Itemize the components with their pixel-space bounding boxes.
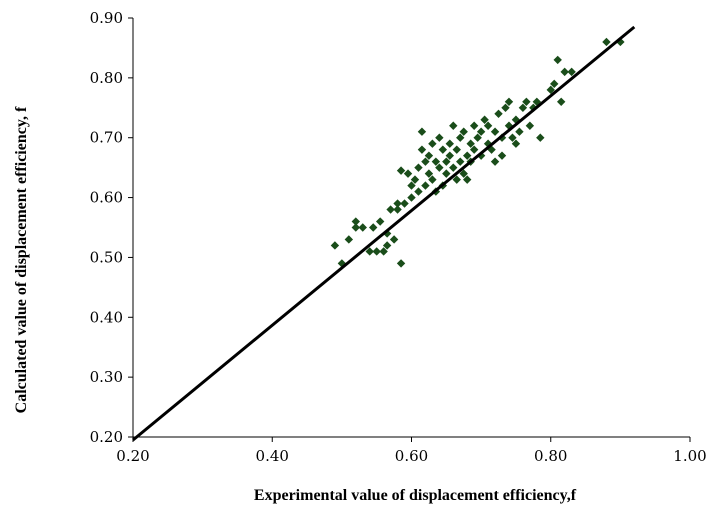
- data-point: [463, 175, 472, 184]
- data-point: [536, 133, 545, 142]
- data-point: [476, 127, 486, 136]
- data-point: [428, 175, 437, 184]
- data-point: [522, 97, 531, 106]
- data-point: [407, 181, 416, 190]
- data-point: [546, 85, 555, 95]
- data-point: [369, 223, 378, 232]
- data-point: [382, 241, 392, 250]
- data-point: [456, 157, 465, 166]
- data-point: [449, 121, 458, 130]
- data-point: [393, 205, 402, 214]
- data-point: [358, 223, 367, 232]
- x-tick-label: 0.60: [395, 447, 428, 465]
- data-point: [452, 145, 461, 154]
- data-point: [490, 157, 500, 166]
- data-point: [396, 166, 406, 175]
- data-point: [556, 97, 566, 106]
- data-point: [442, 157, 451, 166]
- y-tick-label: 0.70: [90, 129, 123, 147]
- x-tick-label: 0.20: [116, 447, 149, 465]
- data-point: [414, 187, 423, 196]
- data-point: [435, 133, 444, 142]
- data-point: [431, 157, 441, 166]
- data-point: [421, 157, 430, 166]
- data-point: [480, 115, 489, 124]
- data-point: [456, 133, 465, 142]
- data-point: [445, 139, 454, 148]
- data-point: [372, 247, 381, 256]
- data-point: [386, 205, 395, 214]
- axes: 0.20 0.30 0.40 0.50 0.60 0.70 0.80 0.90 0.20 0.40…: [90, 9, 707, 465]
- data-point: [550, 79, 559, 89]
- data-point: [508, 133, 517, 142]
- data-point: [410, 175, 420, 184]
- data-point: [494, 109, 503, 118]
- data-point: [602, 37, 611, 47]
- data-point: [515, 127, 524, 136]
- data-point: [344, 235, 354, 244]
- data-point: [351, 217, 360, 226]
- data-point: [442, 169, 451, 178]
- data-point: [466, 139, 475, 148]
- data-point: [379, 247, 388, 256]
- y-axis-title: Calculated value of displacement efficie…: [13, 106, 30, 413]
- data-point: [511, 139, 521, 148]
- data-point: [501, 103, 510, 112]
- y-tick-label: 0.60: [90, 189, 123, 207]
- data-point: [351, 223, 360, 232]
- y-tick-label: 0.20: [90, 428, 123, 446]
- data-point: [438, 145, 448, 154]
- data-point: [459, 169, 468, 178]
- data-point: [389, 235, 399, 244]
- data-point: [473, 133, 482, 142]
- data-point: [445, 151, 454, 160]
- data-point: [504, 97, 514, 106]
- reference-line-group: [132, 25, 636, 442]
- data-point: [375, 217, 385, 226]
- data-point: [469, 145, 479, 154]
- y-tick-label: 0.80: [90, 69, 123, 87]
- y-tick-label: 0.50: [90, 248, 123, 266]
- data-point: [417, 145, 427, 154]
- data-point: [424, 151, 434, 160]
- data-point: [490, 127, 500, 136]
- data-point: [469, 121, 479, 130]
- data-point: [365, 247, 374, 256]
- data-point: [400, 199, 409, 208]
- y-tick-label: 0.40: [90, 308, 123, 326]
- x-tick-label: 0.80: [534, 447, 567, 465]
- data-point: [567, 67, 576, 77]
- data-point: [459, 127, 468, 136]
- data-point: [330, 241, 340, 250]
- data-point: [449, 163, 458, 172]
- data-point: [382, 229, 392, 238]
- data-point: [407, 193, 416, 202]
- data-point: [560, 67, 569, 77]
- data-point: [497, 151, 507, 160]
- data-point: [393, 199, 402, 208]
- x-axis-title: Experimental value of displacement effic…: [254, 487, 577, 504]
- data-point: [403, 169, 413, 178]
- data-point: [421, 181, 430, 190]
- y-tick-label: 0.30: [90, 368, 123, 386]
- reference-line: [132, 25, 636, 442]
- data-point: [396, 259, 406, 268]
- data-point: [414, 163, 423, 172]
- data-point: [483, 121, 493, 130]
- data-point: [463, 151, 472, 160]
- x-tick-label: 0.40: [256, 447, 289, 465]
- data-point: [417, 127, 427, 136]
- data-point: [532, 97, 542, 106]
- y-tick-label: 0.90: [90, 9, 123, 27]
- data-point: [452, 175, 461, 184]
- data-point: [553, 55, 562, 65]
- data-point: [435, 163, 444, 172]
- data-point: [525, 121, 535, 130]
- x-tick-label: 1.00: [673, 447, 706, 465]
- data-point: [518, 103, 528, 112]
- data-point: [428, 139, 437, 148]
- data-point: [424, 169, 434, 178]
